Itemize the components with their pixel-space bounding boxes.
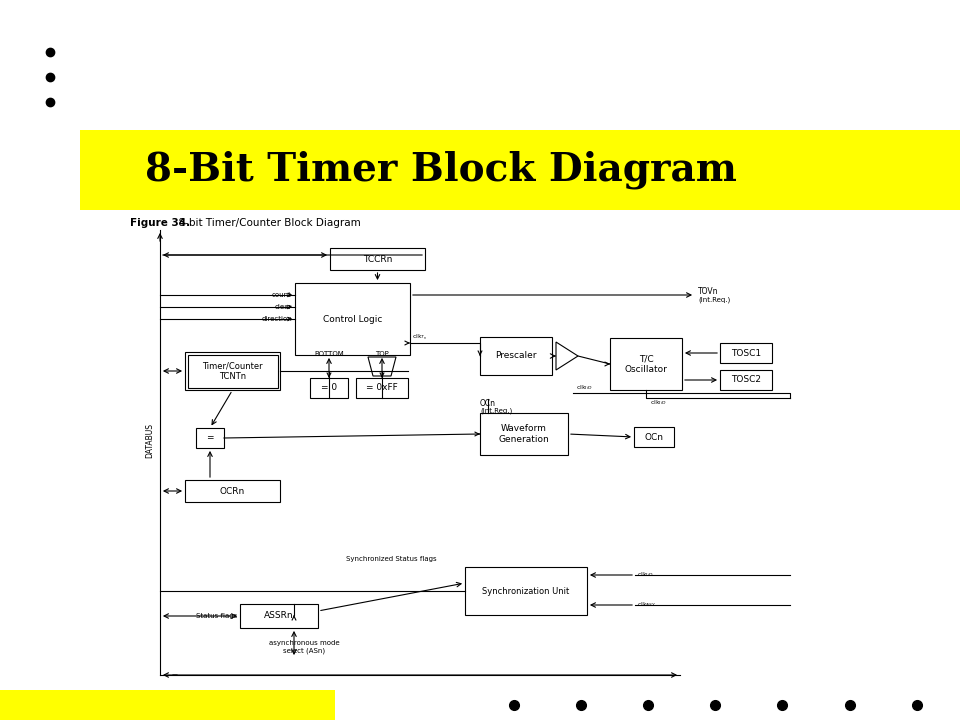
Text: clk$_{I/O}$: clk$_{I/O}$ (576, 384, 593, 392)
Text: Status flags: Status flags (196, 613, 237, 619)
Text: Timer/Counter
TCNTn: Timer/Counter TCNTn (203, 361, 263, 381)
Text: clk$_{I/O}$: clk$_{I/O}$ (637, 571, 654, 579)
Bar (187, 354, 277, 387)
Text: clear: clear (275, 304, 292, 310)
Text: T/C
Oscillator: T/C Oscillator (625, 354, 667, 374)
Bar (720, 370, 772, 390)
Text: Synchronized Status flags: Synchronized Status flags (347, 556, 437, 562)
Text: Control Logic: Control Logic (323, 315, 382, 323)
Text: = 0: = 0 (321, 384, 337, 392)
Bar (465, 567, 587, 615)
Text: OCn: OCn (644, 433, 663, 441)
Text: asynchronous mode
select (ASn): asynchronous mode select (ASn) (269, 640, 339, 654)
Text: Figure 34.: Figure 34. (130, 218, 190, 228)
Polygon shape (556, 342, 578, 370)
Bar (610, 338, 682, 390)
Text: (Int.Req.): (Int.Req.) (698, 297, 731, 303)
Text: clk$_{ASY}$: clk$_{ASY}$ (637, 600, 657, 609)
Text: clk$_{T_n}$: clk$_{T_n}$ (412, 333, 427, 342)
Bar (480, 413, 568, 455)
Bar (185, 480, 280, 502)
Bar (196, 428, 224, 448)
Text: TOSC1: TOSC1 (731, 348, 761, 358)
Bar (634, 427, 674, 447)
Text: TCCRn: TCCRn (363, 254, 393, 264)
Text: clk$_{I/O}$: clk$_{I/O}$ (650, 399, 667, 408)
Text: ASSRn: ASSRn (264, 611, 294, 621)
Text: TOSC2: TOSC2 (731, 376, 761, 384)
Bar (0, 690, 335, 720)
Bar (310, 378, 348, 398)
Text: = 0xFF: = 0xFF (366, 384, 397, 392)
Text: Prescaler: Prescaler (495, 351, 537, 361)
Bar (480, 337, 552, 375)
Text: Waveform
Generation: Waveform Generation (498, 424, 549, 444)
Text: direction: direction (261, 316, 292, 322)
Text: BOTTOM: BOTTOM (314, 351, 344, 357)
Bar (185, 352, 280, 390)
Text: DATABUS: DATABUS (146, 423, 155, 457)
Text: (Int.Req.): (Int.Req.) (480, 408, 513, 414)
Bar (295, 283, 410, 355)
Bar (330, 248, 425, 270)
Text: Synchronization Unit: Synchronization Unit (482, 587, 569, 595)
Text: OCn: OCn (480, 398, 496, 408)
Text: OCRn: OCRn (220, 487, 245, 495)
Text: count: count (272, 292, 292, 298)
Text: 8-Bit Timer Block Diagram: 8-Bit Timer Block Diagram (145, 150, 737, 189)
Text: TOP: TOP (375, 351, 389, 357)
Text: 8-bit Timer/Counter Block Diagram: 8-bit Timer/Counter Block Diagram (172, 218, 361, 228)
Bar (80, 130, 960, 210)
Bar (720, 343, 772, 363)
Text: TOVn: TOVn (698, 287, 718, 295)
Bar (356, 378, 408, 398)
Polygon shape (368, 357, 396, 376)
Text: =: = (206, 433, 214, 443)
Bar (240, 604, 318, 628)
